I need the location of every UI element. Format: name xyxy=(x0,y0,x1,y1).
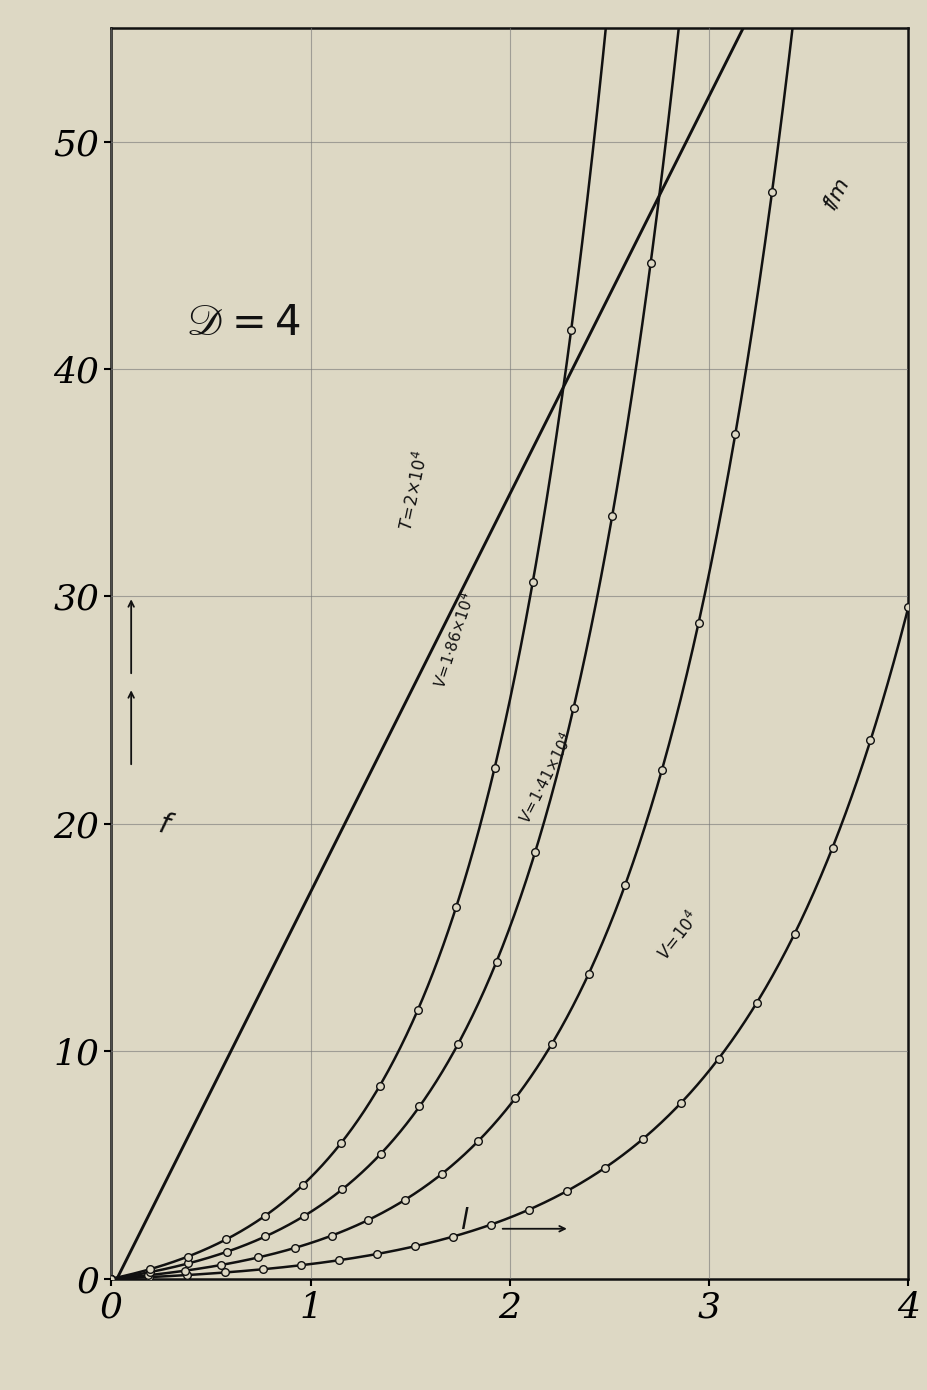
Text: $\mathscr{D}= 4$: $\mathscr{D}= 4$ xyxy=(187,302,301,343)
Text: $f$: $f$ xyxy=(155,812,177,841)
Text: $l$: $l$ xyxy=(460,1208,470,1234)
Text: $V\!=\!1{\cdot}41\!\times\!10^4$: $V\!=\!1{\cdot}41\!\times\!10^4$ xyxy=(514,730,577,827)
Text: $V\!=\!1{\cdot}86\!\times\!10^4$: $V\!=\!1{\cdot}86\!\times\!10^4$ xyxy=(430,589,478,691)
Text: $T\!=\!2\!\times\!10^4$: $T\!=\!2\!\times\!10^4$ xyxy=(396,449,432,532)
Text: $f\!/m$: $f\!/m$ xyxy=(819,175,854,215)
Text: $V\!=\!10^4$: $V\!=\!10^4$ xyxy=(654,908,705,965)
